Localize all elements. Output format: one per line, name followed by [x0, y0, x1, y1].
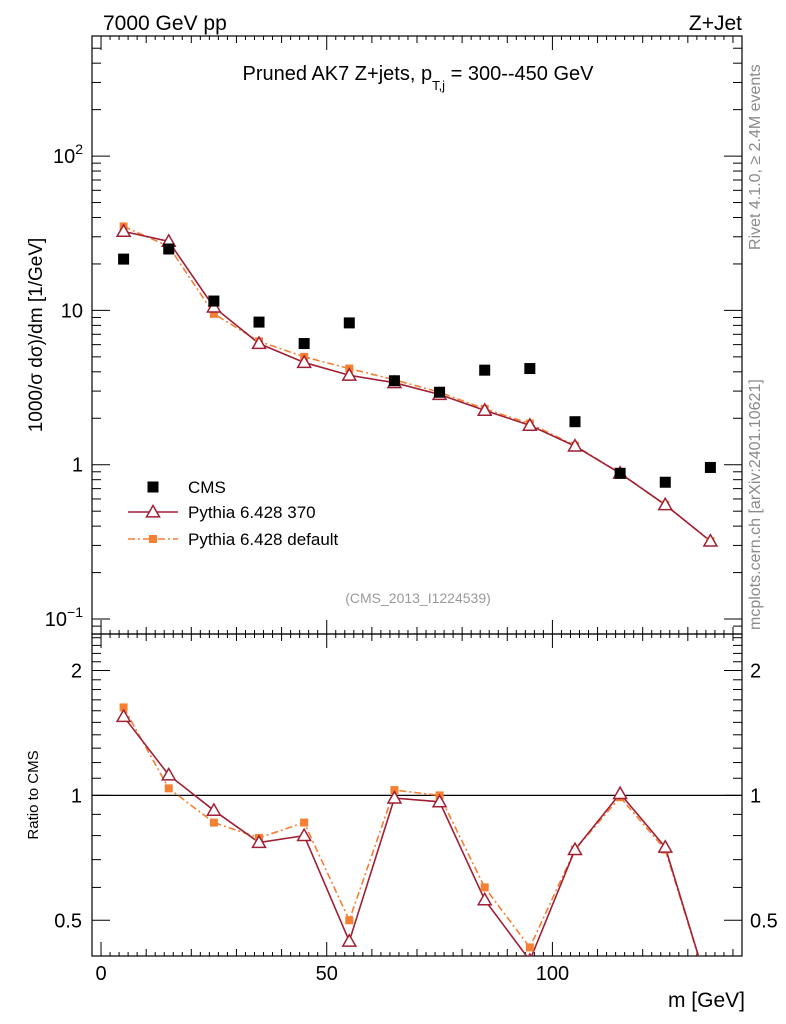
ratio-point-pythia-370: [115, 708, 132, 723]
point-pythia-370: [296, 354, 312, 369]
ratio-y-tick-label: 2: [71, 661, 82, 683]
y-tick-label: 10−1: [45, 604, 83, 631]
x-tick-label: 100: [536, 963, 569, 985]
plot-title-rest: = 300--450 GeV: [445, 63, 594, 85]
x-tick-label: 0: [95, 963, 106, 985]
ratio-point-pythia-370: [527, 952, 532, 956]
legend-label: Pythia 6.428 default: [188, 530, 339, 549]
ratio-y-axis-label: Ratio to CMS: [25, 750, 42, 839]
ratio-point-pythia-default: [525, 943, 534, 952]
point-pythia-370: [251, 335, 267, 350]
point-cms: [434, 386, 446, 398]
ratio-point-pythia-default: [390, 786, 399, 795]
ratio-axis-ticks: [92, 634, 743, 956]
ratio-point-pythia-370: [612, 785, 628, 800]
ratio-series-layer: [115, 703, 700, 956]
legend-marker-pythia-default: [149, 535, 157, 543]
point-cms: [388, 375, 400, 387]
point-cms: [614, 467, 626, 479]
point-cms: [659, 476, 671, 488]
series-line-pythia-370: [123, 230, 711, 542]
point-cms: [118, 253, 130, 265]
point-cms: [298, 338, 310, 350]
ratio-point-pythia-default: [345, 916, 354, 925]
ratio-point-pythia-370: [386, 790, 403, 804]
ratio-y-tick-label-right: 2: [750, 661, 761, 683]
ratio-point-pythia-370: [567, 841, 583, 856]
rivet-version-label: Rivet 4.1.0, ≥ 2.4M events: [747, 64, 764, 250]
ratio-point-pythia-default: [480, 883, 489, 892]
header-left: 7000 GeV pp: [103, 12, 227, 35]
point-cms: [343, 317, 355, 329]
point-pythia-370: [567, 438, 583, 452]
y-axis-label: 1000/σ dσ)/dm [1/GeV]: [26, 238, 47, 433]
legend-marker-cms: [147, 481, 159, 493]
ratio-point-pythia-370: [206, 802, 222, 817]
main-axis-ticks: [92, 35, 743, 635]
ratio-point-pythia-370: [657, 839, 674, 853]
tick-labels: 0 50 100 10−1 1 10 102 0.5 0.5 1 1 2 2: [45, 141, 778, 985]
plot-title-subscript: T,j: [432, 78, 445, 93]
point-cms: [569, 416, 581, 428]
ratio-point-pythia-default: [209, 818, 218, 827]
point-cms: [253, 316, 265, 328]
main-series-layer: [115, 222, 719, 547]
ratio-point-pythia-default: [164, 784, 173, 793]
ratio-point-pythia-370: [476, 891, 493, 906]
y-tick-label: 1: [72, 455, 83, 477]
legend-marker-pythia-370: [145, 503, 161, 518]
x-axis-label: m [GeV]: [668, 989, 745, 1012]
point-pythia-370: [476, 402, 493, 417]
point-cms: [208, 295, 220, 307]
ratio-line-pythia-default: [122, 707, 700, 956]
point-cms: [704, 461, 716, 473]
ratio-y-tick-label: 1: [71, 785, 82, 807]
ratio-y-tick-label: 0.5: [54, 910, 82, 932]
ratio-point-pythia-default: [119, 703, 128, 712]
header-right: Z+Jet: [689, 12, 742, 35]
plot-title-main: Pruned AK7 Z+jets, p: [243, 63, 433, 85]
point-pythia-370: [702, 533, 719, 547]
point-pythia-default: [209, 309, 218, 318]
ratio-point-pythia-370: [160, 766, 177, 781]
point-cms: [479, 364, 491, 376]
x-tick-label: 50: [316, 963, 338, 985]
y-tick-label: 102: [53, 141, 83, 168]
point-pythia-370: [115, 223, 132, 238]
y-tick-label: 10: [61, 300, 83, 322]
analysis-watermark: (CMS_2013_I1224539): [345, 590, 491, 606]
legend: CMS Pythia 6.428 370 Pythia 6.428 default: [128, 478, 339, 549]
mcplots-source-label: mcplots.cern.ch [arXiv:2401.10621]: [747, 379, 764, 630]
point-cms: [163, 243, 175, 255]
ratio-point-pythia-370: [296, 827, 312, 842]
ratio-y-tick-label-right: 0.5: [750, 910, 778, 932]
legend-label: Pythia 6.428 370: [188, 503, 316, 522]
plot-title: Pruned AK7 Z+jets, pT,j = 300--450 GeV: [243, 63, 595, 93]
point-cms: [524, 363, 536, 375]
point-pythia-370: [522, 417, 538, 431]
ratio-point-pythia-370: [431, 793, 448, 808]
ratio-point-pythia-370: [341, 933, 358, 947]
ratio-y-tick-label-right: 1: [750, 785, 761, 807]
legend-label: CMS: [188, 478, 226, 497]
point-pythia-370: [657, 496, 674, 511]
ratio-point-pythia-default: [300, 818, 309, 827]
ratio-point-pythia-370: [251, 834, 267, 849]
point-pythia-370: [341, 367, 358, 381]
